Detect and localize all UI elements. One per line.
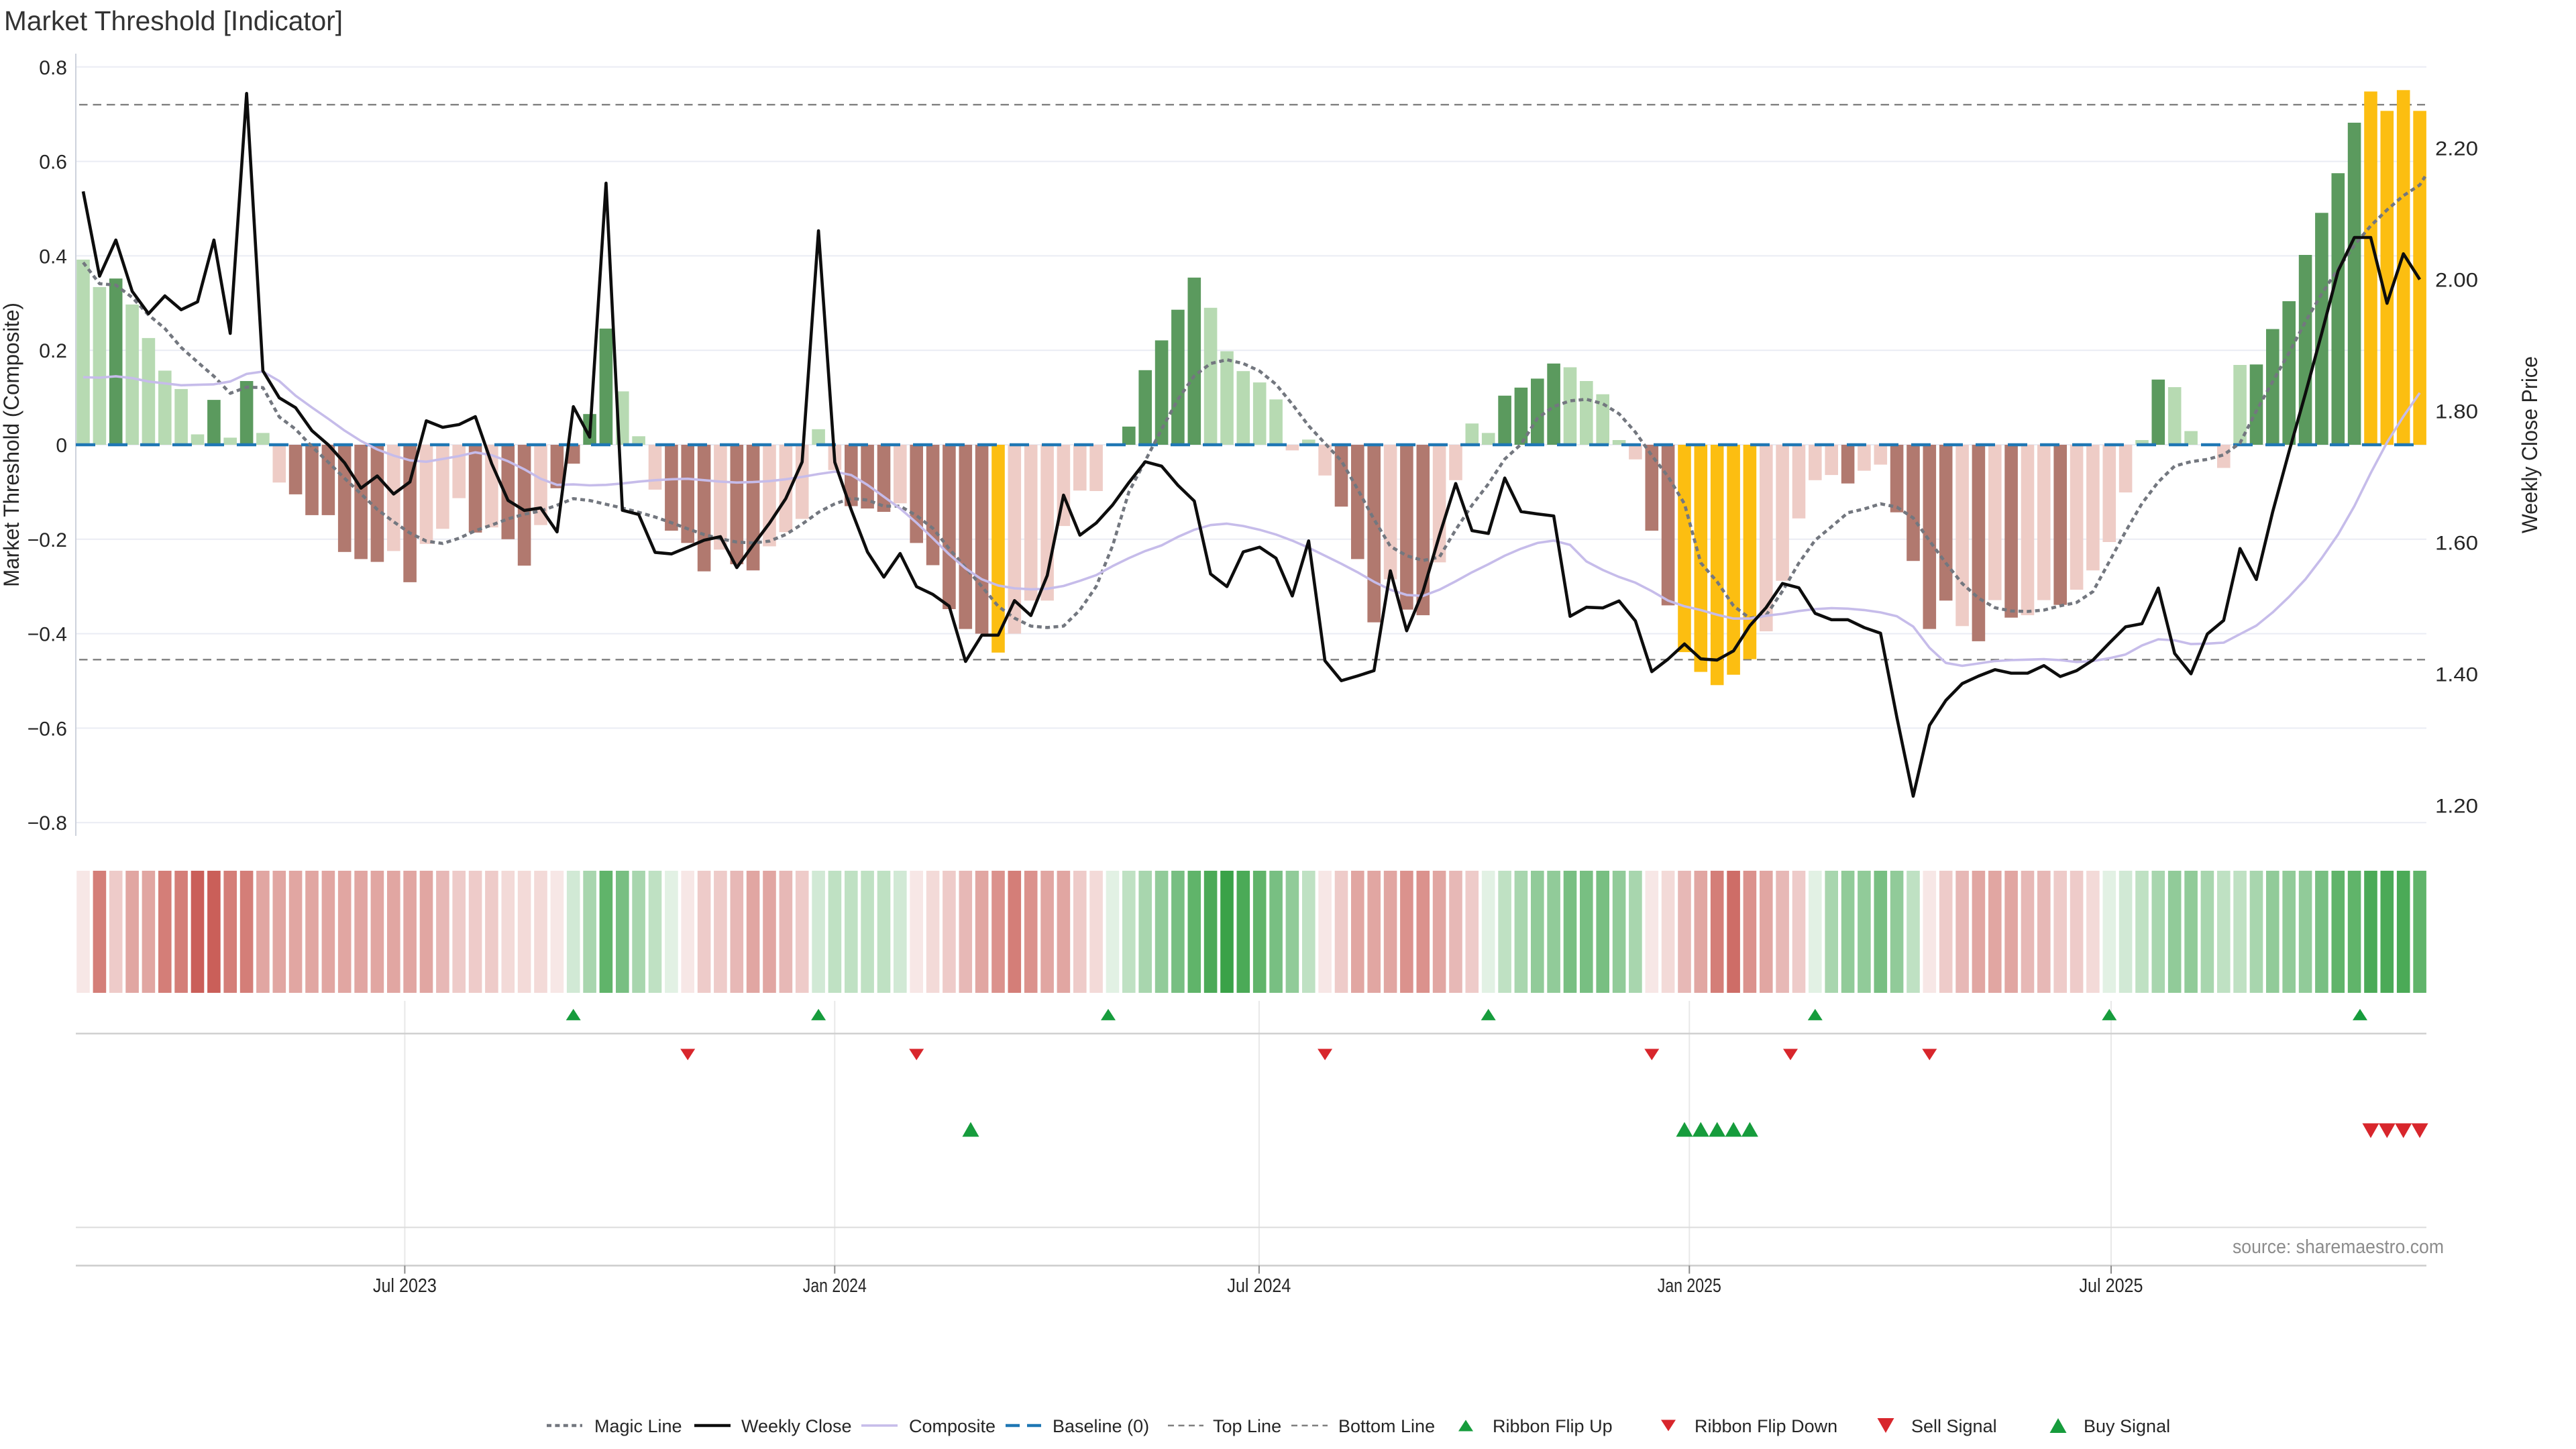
- svg-text:1.40: 1.40: [2435, 664, 2478, 686]
- svg-text:1.60: 1.60: [2435, 533, 2478, 555]
- svg-text:0.6: 0.6: [39, 152, 67, 174]
- svg-text:Weekly Close: Weekly Close: [741, 1416, 852, 1436]
- svg-text:0: 0: [56, 435, 67, 457]
- svg-text:Jan 2025: Jan 2025: [1658, 1275, 1721, 1297]
- svg-text:Market Threshold [Indicator]: Market Threshold [Indicator]: [4, 5, 343, 36]
- svg-text:−0.8: −0.8: [28, 812, 67, 835]
- svg-text:0.4: 0.4: [39, 246, 67, 268]
- svg-text:Jul 2025: Jul 2025: [2080, 1275, 2143, 1297]
- svg-text:−0.4: −0.4: [28, 624, 67, 646]
- svg-text:Market Threshold (Composite): Market Threshold (Composite): [0, 303, 23, 587]
- svg-text:Top Line: Top Line: [1213, 1416, 1281, 1436]
- svg-text:−0.6: −0.6: [28, 718, 67, 740]
- svg-text:Ribbon Flip Down: Ribbon Flip Down: [1695, 1416, 1837, 1436]
- svg-text:2.20: 2.20: [2435, 138, 2478, 160]
- svg-text:Jul 2024: Jul 2024: [1227, 1275, 1291, 1297]
- svg-text:0.8: 0.8: [39, 57, 67, 79]
- svg-text:1.20: 1.20: [2435, 796, 2478, 818]
- svg-text:Ribbon Flip Up: Ribbon Flip Up: [1493, 1416, 1613, 1436]
- svg-text:Bottom Line: Bottom Line: [1338, 1416, 1435, 1436]
- svg-text:Weekly Close Price: Weekly Close Price: [2518, 356, 2542, 533]
- svg-text:Baseline (0): Baseline (0): [1053, 1416, 1149, 1436]
- svg-text:Sell Signal: Sell Signal: [1911, 1416, 1997, 1436]
- svg-text:−0.2: −0.2: [28, 529, 67, 551]
- svg-text:2.00: 2.00: [2435, 270, 2478, 292]
- svg-text:1.80: 1.80: [2435, 401, 2478, 423]
- svg-text:Buy Signal: Buy Signal: [2084, 1416, 2170, 1436]
- svg-text:Jan 2024: Jan 2024: [803, 1275, 867, 1297]
- svg-text:Composite: Composite: [909, 1416, 996, 1436]
- svg-text:Magic Line: Magic Line: [594, 1416, 682, 1436]
- svg-text:source: sharemaestro.com: source: sharemaestro.com: [2233, 1236, 2444, 1258]
- svg-text:Jul 2023: Jul 2023: [373, 1275, 437, 1297]
- svg-text:0.2: 0.2: [39, 340, 67, 362]
